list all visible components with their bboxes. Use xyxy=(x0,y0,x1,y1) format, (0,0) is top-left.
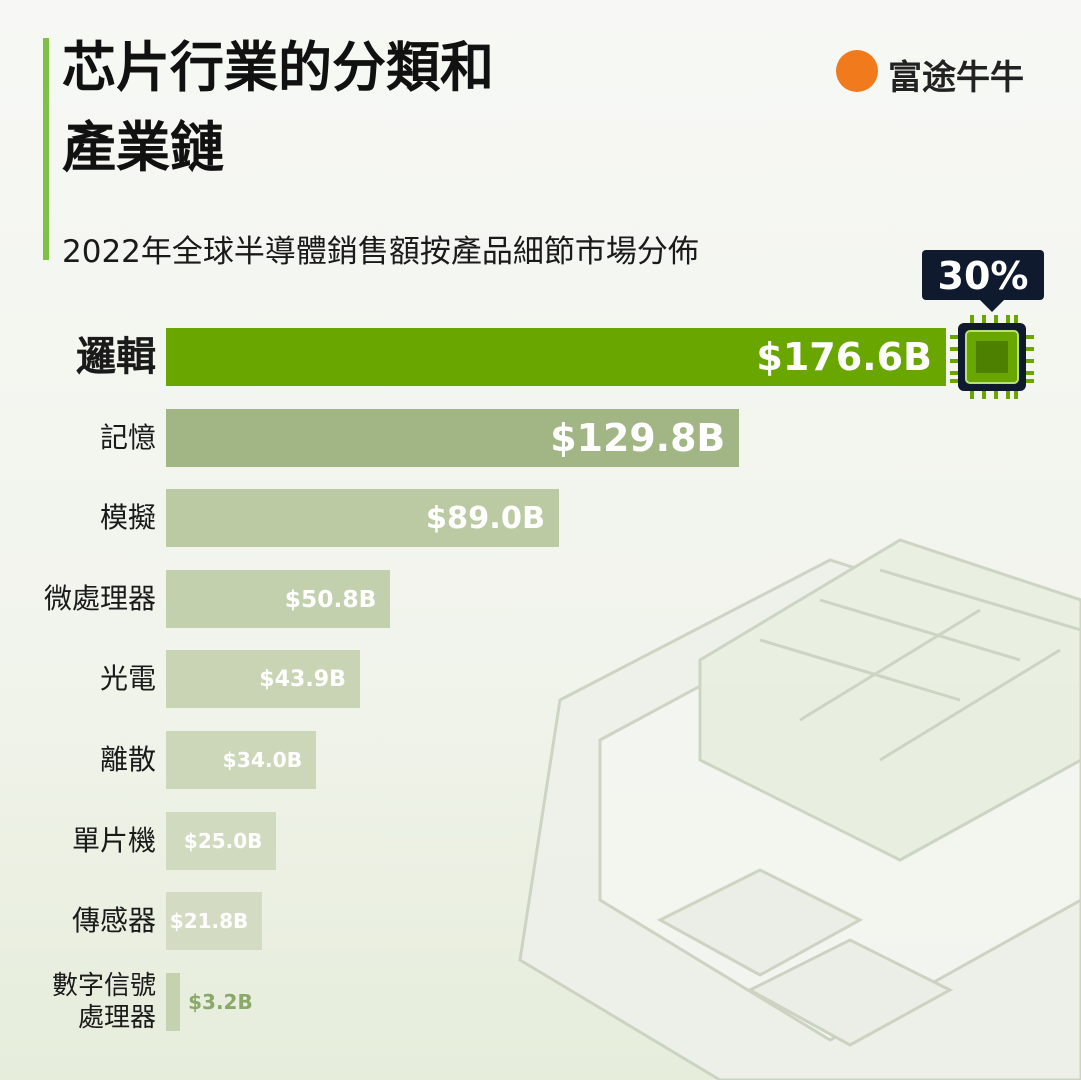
chip-icon xyxy=(950,315,1034,399)
category-label: 傳感器 xyxy=(71,904,156,938)
bar xyxy=(166,892,263,951)
chart-subtitle: 2022年全球半導體銷售額按產品細節市場分佈 xyxy=(62,234,699,270)
share-callout: 30% xyxy=(922,250,1044,312)
value-label: $50.8B xyxy=(284,584,377,613)
value-label: $21.8B xyxy=(169,909,249,934)
bar xyxy=(166,489,560,548)
category-label: 離散 xyxy=(99,743,156,776)
chart-title: 芯片行業的分類和產業鏈 xyxy=(62,36,494,179)
value-label: $34.0B xyxy=(222,748,303,772)
category-label: 數字信號處理器 xyxy=(51,970,156,1033)
bar xyxy=(166,408,740,467)
value-label: $129.8B xyxy=(550,415,726,460)
value-label: $89.0B xyxy=(425,500,546,536)
category-label: 單片機 xyxy=(71,823,156,857)
category-label: 記憶 xyxy=(99,420,156,454)
bar xyxy=(166,650,360,709)
value-label: $43.9B xyxy=(259,666,346,692)
brand-logo xyxy=(836,50,878,92)
category-label: 微處理器 xyxy=(43,581,156,615)
bar xyxy=(166,811,277,870)
bar xyxy=(166,972,181,1031)
accent-rule xyxy=(43,38,49,260)
value-label: $3.2B xyxy=(188,989,253,1014)
bar xyxy=(166,731,317,789)
bar xyxy=(166,328,946,386)
category-label: 光電 xyxy=(99,662,156,696)
category-label: 邏輯 xyxy=(76,334,156,380)
category-label: 模擬 xyxy=(99,501,156,535)
value-label: $25.0B xyxy=(183,828,263,853)
value-label: $176.6B xyxy=(756,335,932,379)
bar xyxy=(166,569,391,628)
brand-name: 富途牛牛 xyxy=(888,58,1024,98)
